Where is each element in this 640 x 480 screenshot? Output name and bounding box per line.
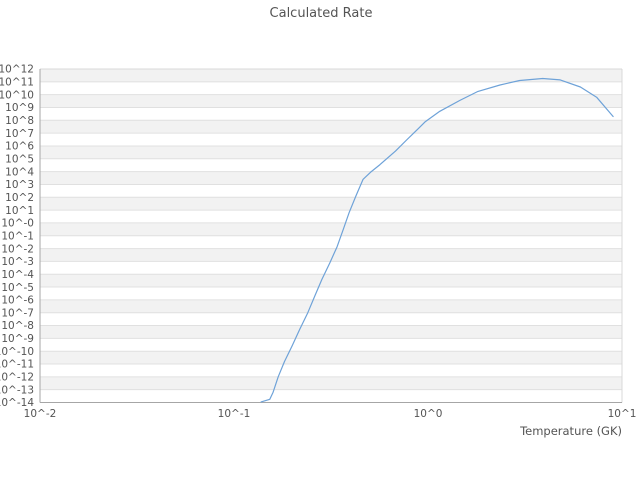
grid-band — [40, 351, 622, 365]
x-axis-labels: 10^-2 10^-1 10^0 10^1 — [24, 408, 637, 420]
grid-band — [40, 376, 622, 390]
grid-band — [40, 107, 622, 121]
y-tick-label: 10^-5 — [1, 282, 34, 294]
grid-band — [40, 69, 622, 82]
grid-band — [40, 389, 622, 403]
y-tick-label: 10^-10 — [0, 346, 34, 358]
y-tick-label: 10^-11 — [0, 359, 34, 371]
y-tick-label: 10^-0 — [1, 218, 34, 230]
y-tick-label: 10^1 — [5, 205, 34, 217]
x-tick-label: 10^1 — [608, 408, 637, 420]
y-tick-label: 10^6 — [5, 141, 34, 153]
x-axis-title: Temperature (GK) — [519, 424, 622, 438]
x-tick-label: 10^-2 — [24, 408, 57, 420]
rate-curve — [260, 77, 614, 403]
y-tick-label: 10^10 — [0, 89, 34, 101]
y-tick-label: 10^3 — [5, 179, 34, 191]
x-tick-label: 10^-1 — [218, 408, 251, 420]
y-tick-label: 10^9 — [5, 102, 34, 114]
grid-band — [40, 145, 622, 159]
grid-band — [40, 261, 622, 275]
y-axis-labels: 10^1210^1110^1010^910^810^710^610^510^41… — [0, 64, 34, 410]
grid-bands — [40, 69, 622, 403]
x-tick-label: 10^0 — [414, 408, 443, 420]
y-tick-label: 10^-1 — [1, 230, 34, 242]
grid-band — [40, 274, 622, 288]
grid-band — [40, 235, 622, 249]
y-tick-label: 10^-7 — [1, 307, 34, 319]
grid-band — [40, 364, 622, 377]
grid-band — [40, 133, 622, 146]
grid-band — [40, 325, 622, 339]
grid-band — [40, 197, 622, 211]
chart-title: Calculated Rate — [270, 6, 373, 21]
y-tick-label: 10^-14 — [0, 397, 34, 409]
grid-band — [40, 120, 622, 134]
y-tick-label: 10^-13 — [0, 384, 34, 396]
y-tick-label: 10^-12 — [0, 372, 34, 384]
y-tick-label: 10^5 — [5, 153, 34, 165]
y-tick-label: 10^2 — [5, 192, 34, 204]
y-tick-label: 10^-4 — [1, 269, 34, 281]
y-tick-label: 10^-6 — [1, 295, 34, 307]
axis-frame — [39, 68, 623, 403]
grid-band — [40, 312, 622, 326]
grid-band — [40, 158, 622, 172]
grid-band — [40, 287, 622, 300]
y-tick-label: 10^11 — [0, 77, 34, 89]
grid-band — [40, 94, 622, 108]
grid-band — [40, 299, 622, 313]
grid-band — [40, 81, 622, 95]
grid-band — [40, 248, 622, 262]
y-tick-label: 10^-3 — [1, 256, 34, 268]
y-tick-label: 10^-2 — [1, 243, 34, 255]
grid-band — [40, 210, 622, 223]
y-tick-label: 10^8 — [5, 115, 34, 127]
y-tick-label: 10^7 — [5, 128, 34, 140]
grid-band — [40, 184, 622, 198]
grid-band — [40, 222, 622, 236]
y-tick-label: 10^-9 — [1, 333, 34, 345]
y-tick-label: 10^4 — [5, 166, 34, 178]
y-tick-label: 10^12 — [0, 64, 34, 76]
grid-band — [40, 171, 622, 185]
y-tick-label: 10^-8 — [1, 320, 34, 332]
grid-band — [40, 338, 622, 352]
rate-curve-layer — [260, 77, 614, 403]
